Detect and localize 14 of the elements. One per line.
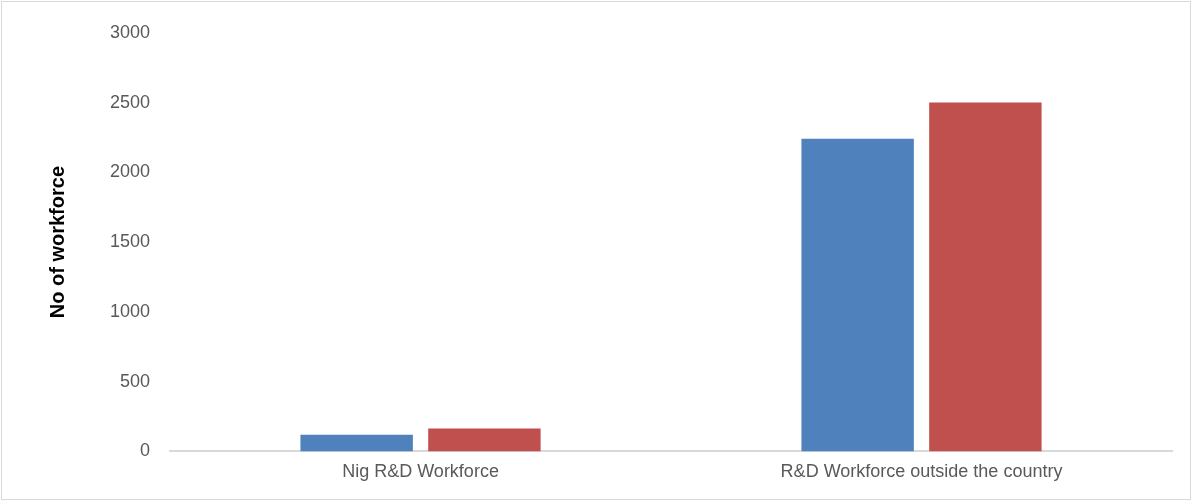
x-tick-label: R&D Workforce outside the country xyxy=(780,461,1063,482)
y-tick-label: 2500 xyxy=(110,91,151,112)
y-tick-label: 1000 xyxy=(110,300,151,321)
y-tick-label: 0 xyxy=(140,440,151,461)
y-tick-label: 1500 xyxy=(110,231,151,252)
y-tick-label: 500 xyxy=(120,370,151,391)
bar xyxy=(300,434,413,452)
bar xyxy=(428,428,541,452)
x-tick-label: Nig R&D Workforce xyxy=(342,461,499,482)
y-tick-label: 2000 xyxy=(110,161,151,182)
y-tick-label: 3000 xyxy=(110,21,151,42)
bar xyxy=(801,138,914,452)
y-axis-title: No of workforce xyxy=(45,165,68,319)
bar xyxy=(929,102,1042,452)
